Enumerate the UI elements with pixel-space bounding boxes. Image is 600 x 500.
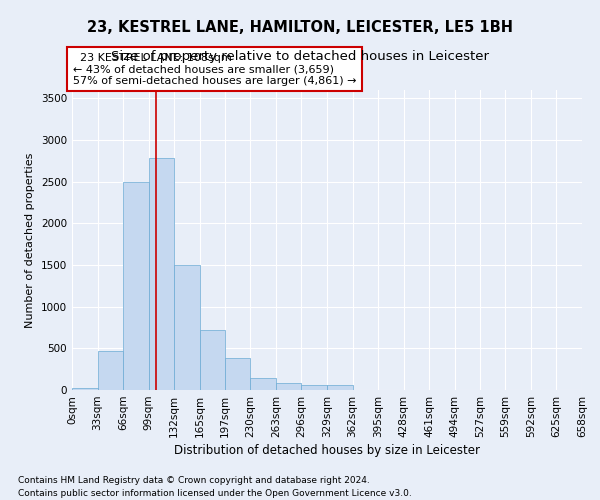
Text: Contains HM Land Registry data © Crown copyright and database right 2024.: Contains HM Land Registry data © Crown c… xyxy=(18,476,370,485)
Bar xyxy=(98,351,123,390)
Text: Contains public sector information licensed under the Open Government Licence v3: Contains public sector information licen… xyxy=(18,488,412,498)
Bar xyxy=(72,388,98,390)
Bar xyxy=(175,265,200,390)
Bar xyxy=(301,386,327,390)
Bar xyxy=(224,358,250,390)
Bar xyxy=(149,158,175,390)
Bar xyxy=(276,384,301,390)
Text: Size of property relative to detached houses in Leicester: Size of property relative to detached ho… xyxy=(111,50,489,63)
Bar xyxy=(200,330,226,390)
Bar xyxy=(250,378,276,390)
Text: 23, KESTREL LANE, HAMILTON, LEICESTER, LE5 1BH: 23, KESTREL LANE, HAMILTON, LEICESTER, L… xyxy=(87,20,513,35)
Bar xyxy=(327,386,353,390)
X-axis label: Distribution of detached houses by size in Leicester: Distribution of detached houses by size … xyxy=(174,444,480,457)
Y-axis label: Number of detached properties: Number of detached properties xyxy=(25,152,35,328)
Bar xyxy=(123,182,149,390)
Text: 23 KESTREL LANE: 108sqm
← 43% of detached houses are smaller (3,659)
57% of semi: 23 KESTREL LANE: 108sqm ← 43% of detache… xyxy=(73,52,356,86)
